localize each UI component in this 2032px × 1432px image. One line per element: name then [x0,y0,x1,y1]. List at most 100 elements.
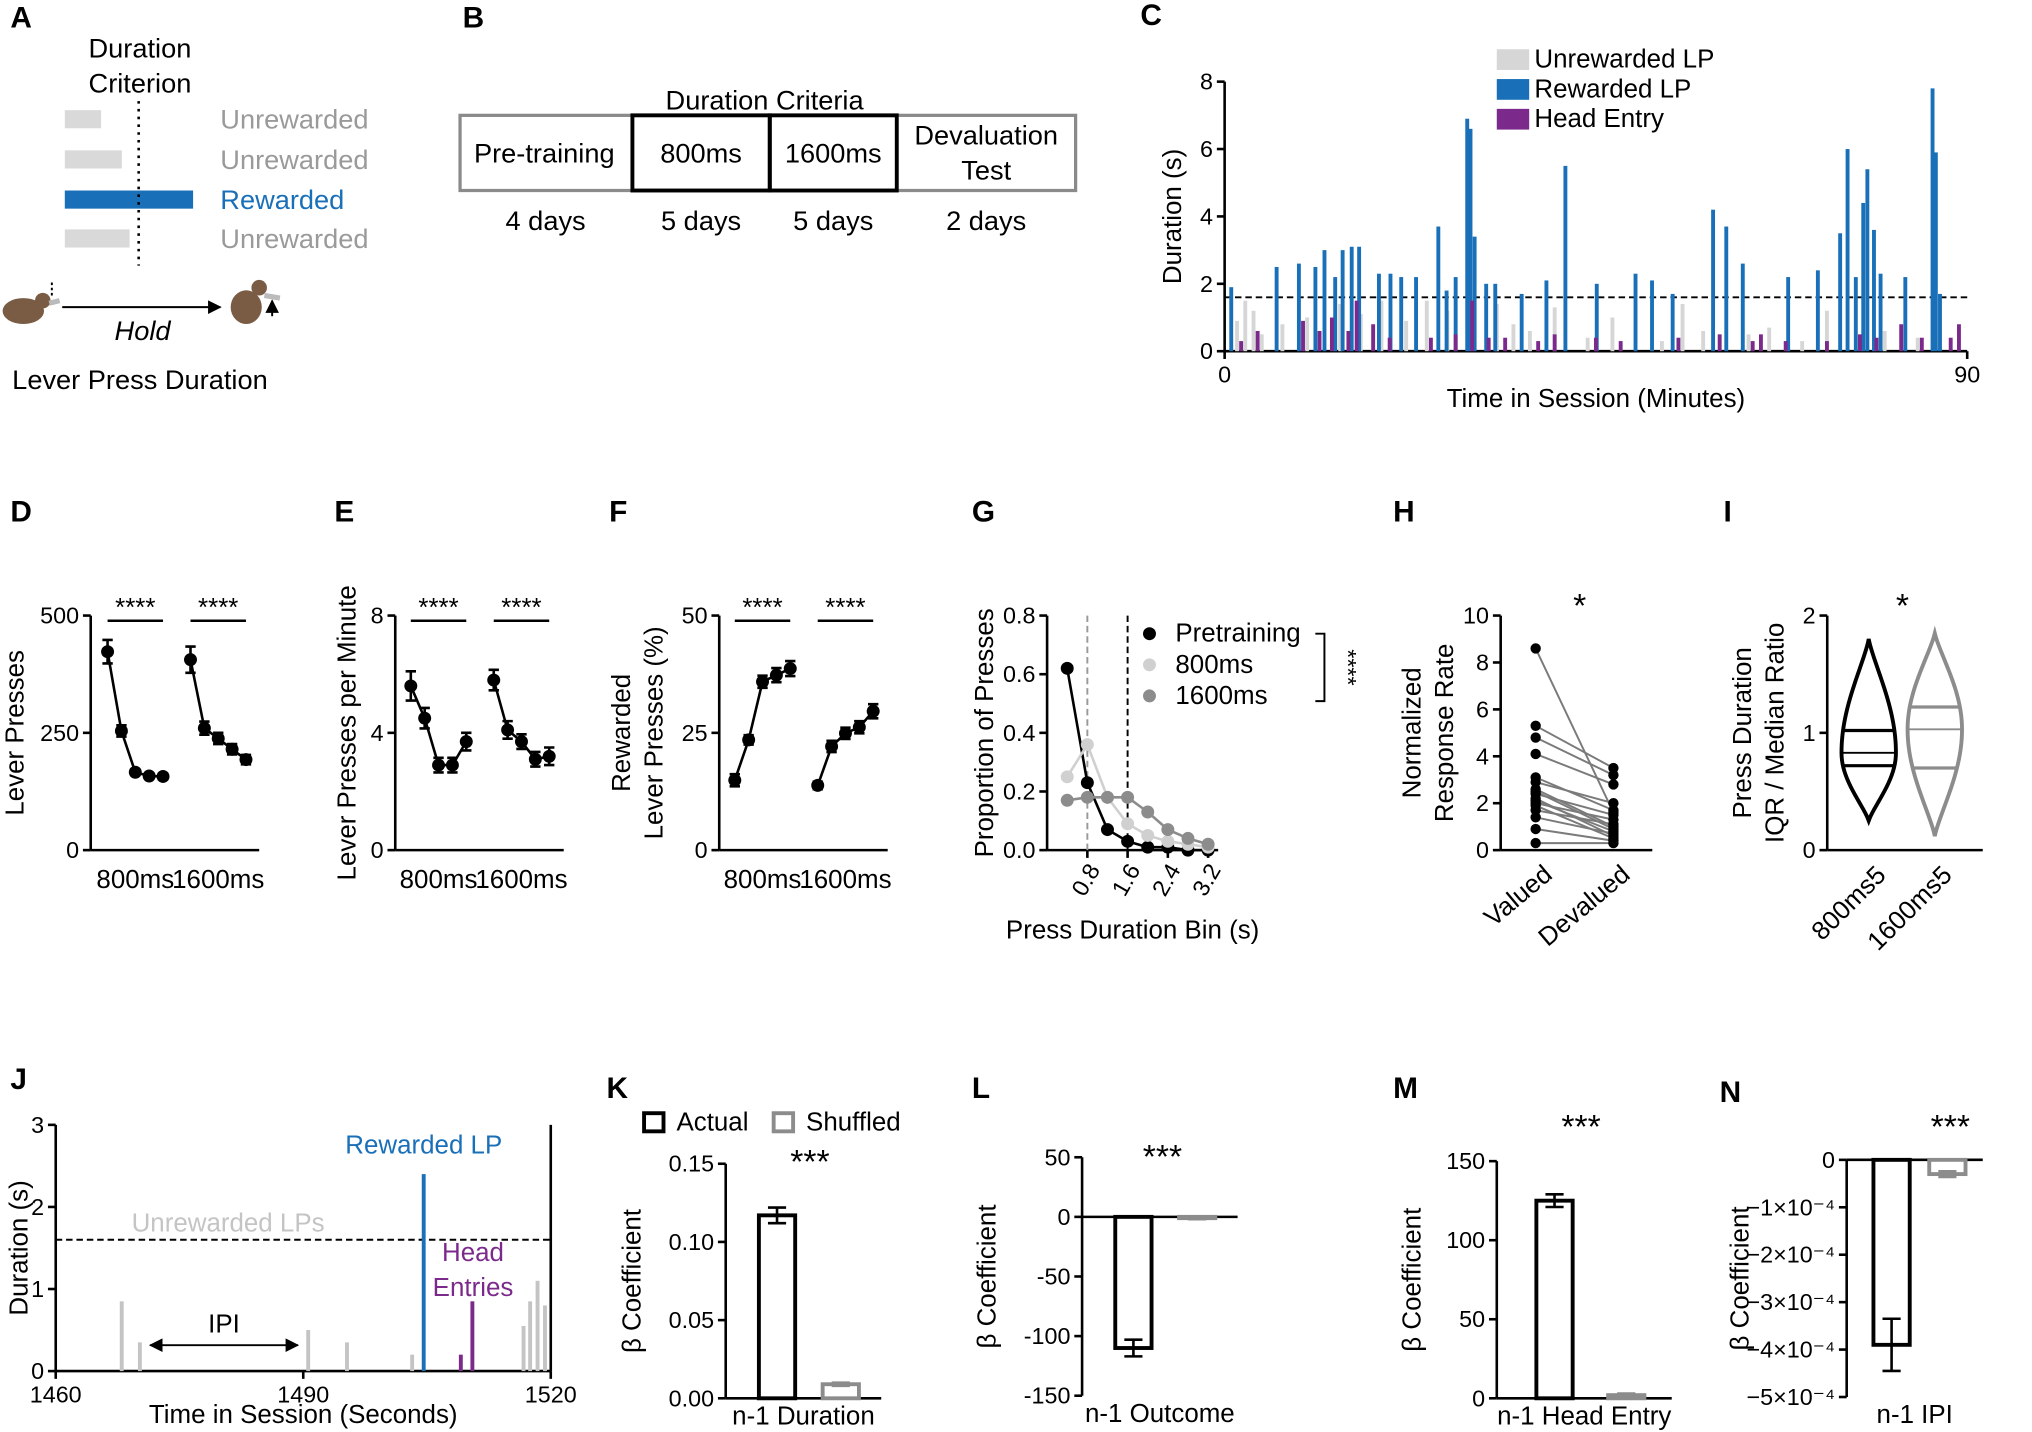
legend-label: 800ms [1175,651,1253,679]
event-bar [1229,287,1234,352]
event-bar [1594,283,1599,352]
data-point [239,753,253,767]
significance: **** [742,594,782,622]
pair-line [1535,816,1614,835]
stage-label: Test [961,154,1011,185]
event-bar [1259,334,1264,352]
panel-label: C [1140,0,1162,32]
event-bar [1815,270,1820,352]
data-point [769,668,783,682]
x-axis-label: Time in Session (Minutes) [1447,385,1746,413]
legend-label: Unrewarded LP [1534,46,1714,74]
event-bar [1824,310,1829,352]
x-tick-label: 90 [1954,362,1980,388]
data-point [1141,805,1155,819]
event-bar [1338,304,1343,352]
data-point [1530,720,1541,731]
y-tick-label: 4 [1200,203,1213,229]
panel-label: A [10,2,32,35]
y-axis-label: Lever Presses [2,650,30,816]
data-point [1608,798,1619,809]
legend-swatch [1496,49,1530,70]
significance: **** [115,594,155,622]
y-tick-label: 3 [31,1112,44,1138]
panel-a: A Duration Criterion Unrewarded Unreward… [2,2,368,395]
caption: Lever Press Duration [12,364,268,395]
event-bar [521,1325,526,1372]
press-bar [64,229,130,248]
y-axis-label: Rewarded [608,674,636,792]
error-bar [1188,1215,1207,1221]
significance: *** [790,1144,829,1181]
event-bar [1453,334,1458,352]
event-bar [1527,330,1532,352]
event-bar [1274,266,1279,352]
event-bar [1511,324,1516,352]
stage-days: 4 days [506,205,586,236]
data-point [728,773,742,787]
event-bar [1750,341,1755,352]
y-axis-label: Duration (s) [1159,149,1187,284]
mouse-icon [2,282,61,324]
event-bar [1800,341,1805,352]
data-point [1080,776,1094,790]
pair-line [1535,804,1614,840]
event-bar [1255,330,1260,352]
event-bar [1563,165,1568,352]
event-bar [1354,300,1359,352]
legend-label: Shuffled [806,1108,901,1136]
event-bar [1333,277,1338,352]
y-tick-label: 0.10 [669,1229,714,1255]
event-bar [1552,307,1557,352]
y-tick-label: -50 [1037,1263,1071,1289]
y-tick-label: −1×10⁻⁴ [1747,1194,1835,1220]
legend-label: Rewarded LP [1534,75,1691,103]
pair-line [1535,792,1614,816]
press-label: Unrewarded [220,104,368,135]
event-bar [1915,337,1920,352]
annotation: Head [442,1239,504,1267]
event-bar [1340,250,1345,352]
y-tick-label: 10 [1463,603,1489,629]
x-tick-label: 3.2 [1187,859,1226,900]
data-point [1608,769,1619,781]
data-point [1100,823,1114,837]
event-bar [1544,280,1549,352]
y-tick-label: 100 [1446,1227,1485,1253]
y-tick-label: 50 [682,603,708,629]
panel-label: E [334,495,354,528]
y-tick-label: 1 [1803,720,1816,746]
pair-line [1535,809,1614,826]
event-bar [1388,273,1393,352]
panel-label: N [1720,1076,1742,1109]
data-point [184,653,197,667]
legend-label: Head Entry [1534,105,1664,133]
data-point [211,731,225,745]
significance: **** [1335,649,1361,685]
event-bar [1878,273,1883,352]
data-point [1530,748,1541,760]
legend-label: Pretraining [1175,620,1300,648]
panel-label: G [972,495,995,528]
y-axis-label: Response Rate [1431,644,1459,823]
pair-line [1535,781,1614,805]
press-label: Unrewarded [220,144,368,175]
panel-label: F [609,495,627,528]
error-bar [1124,1338,1143,1358]
event-bar [421,1174,426,1372]
event-bar [1874,337,1879,352]
event-bar [1740,263,1745,352]
event-bar [1235,320,1239,352]
y-tick-label: 4 [371,720,384,746]
x-tick-label: 2.4 [1147,859,1186,900]
series-line [409,685,468,767]
event-bar [1322,250,1327,352]
legend-swatch [1496,108,1530,130]
x-tick-label: 1520 [525,1381,577,1407]
event-bar [1346,330,1351,352]
event-bar [1552,334,1557,352]
event-bar [535,1280,540,1372]
event-bar [1519,293,1524,352]
data-point [1080,790,1094,804]
event-bar [1357,246,1362,352]
